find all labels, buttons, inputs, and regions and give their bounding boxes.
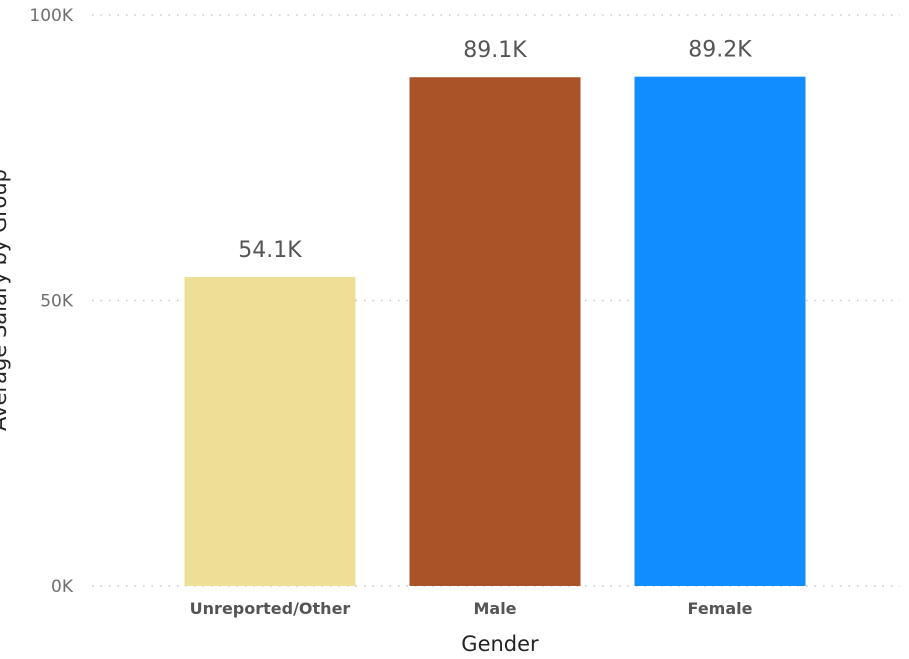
data-label: 54.1K [238,238,302,263]
x-tick-label: Male [473,599,516,618]
data-label: 89.1K [463,38,527,63]
bar[interactable] [634,76,806,586]
bar[interactable] [409,77,581,586]
x-axis-title: Gender [461,632,539,656]
y-tick-label: 0K [51,577,74,597]
data-labels: 54.1K 89.1K 89.2K [238,38,752,263]
data-label: 89.2K [688,38,752,63]
y-tick-label: 100K [29,6,73,26]
x-tick-label: Unreported/Other [190,599,351,618]
bar[interactable] [184,277,356,586]
y-tick-label: 50K [40,292,74,312]
x-axis-ticks: Unreported/Other Male Female [190,599,753,618]
y-axis-title: Average Salary by Group [0,169,11,431]
x-tick-label: Female [688,599,753,618]
bars [184,76,806,586]
y-axis-ticks: 0K 50K 100K [29,6,73,597]
